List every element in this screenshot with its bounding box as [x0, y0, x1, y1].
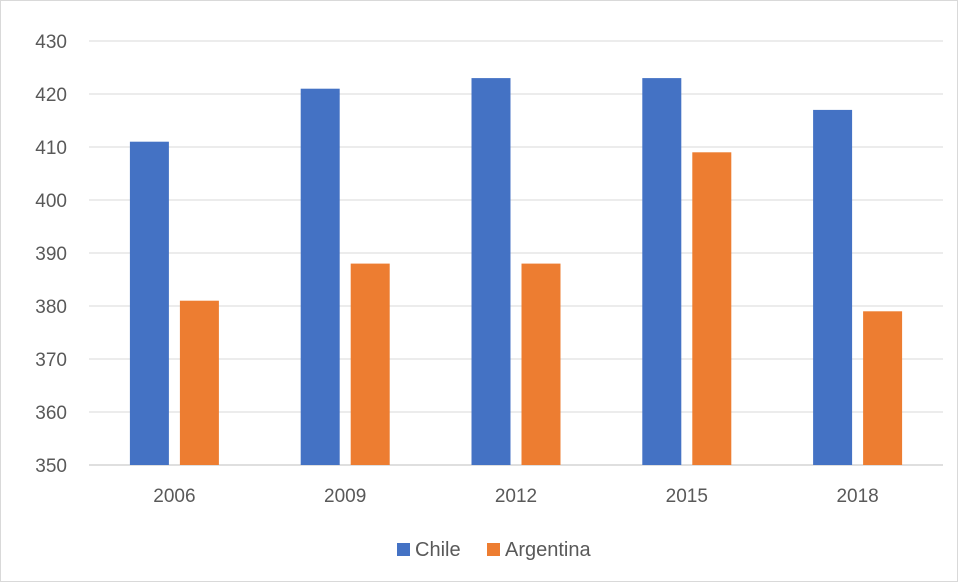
- legend-swatch-argentina: [487, 543, 500, 556]
- x-tick-label: 2018: [836, 486, 878, 507]
- bar-argentina-2015: [692, 152, 732, 466]
- y-tick-label: 350: [35, 456, 67, 477]
- legend-label-argentina: Argentina: [505, 539, 591, 561]
- legend-label-chile: Chile: [415, 539, 461, 561]
- y-tick-label: 410: [35, 138, 67, 159]
- bar-argentina-2018: [863, 311, 903, 465]
- bar-chile-2018: [813, 109, 853, 466]
- x-tick-label: 2012: [495, 486, 537, 507]
- y-tick-label: 390: [35, 244, 67, 265]
- bar-chile-2012: [471, 78, 511, 465]
- bar-argentina-2012: [521, 263, 561, 465]
- bars: [129, 78, 903, 466]
- bar-chile-2009: [300, 88, 340, 465]
- x-tick-label: 2015: [666, 486, 708, 507]
- x-axis-ticks: 2006 2009 2012 2015 2018: [153, 486, 878, 507]
- bar-argentina-2009: [350, 263, 390, 465]
- legend-swatch-chile: [397, 543, 410, 556]
- y-tick-label: 420: [35, 85, 67, 106]
- y-tick-label: 380: [35, 297, 67, 318]
- y-tick-label: 400: [35, 191, 67, 212]
- legend: Chile Argentina: [397, 539, 591, 561]
- bar-chile-2015: [642, 78, 682, 465]
- x-tick-label: 2006: [153, 486, 195, 507]
- y-tick-label: 370: [35, 350, 67, 371]
- y-axis-ticks: 350 360 370 380 390 400 410 420 430: [35, 32, 67, 477]
- gridlines: [89, 40, 943, 466]
- y-tick-label: 360: [35, 403, 67, 424]
- y-tick-label: 430: [35, 32, 67, 53]
- x-tick-label: 2009: [324, 486, 366, 507]
- bar-chile-2006: [129, 141, 169, 465]
- bar-argentina-2006: [179, 300, 219, 465]
